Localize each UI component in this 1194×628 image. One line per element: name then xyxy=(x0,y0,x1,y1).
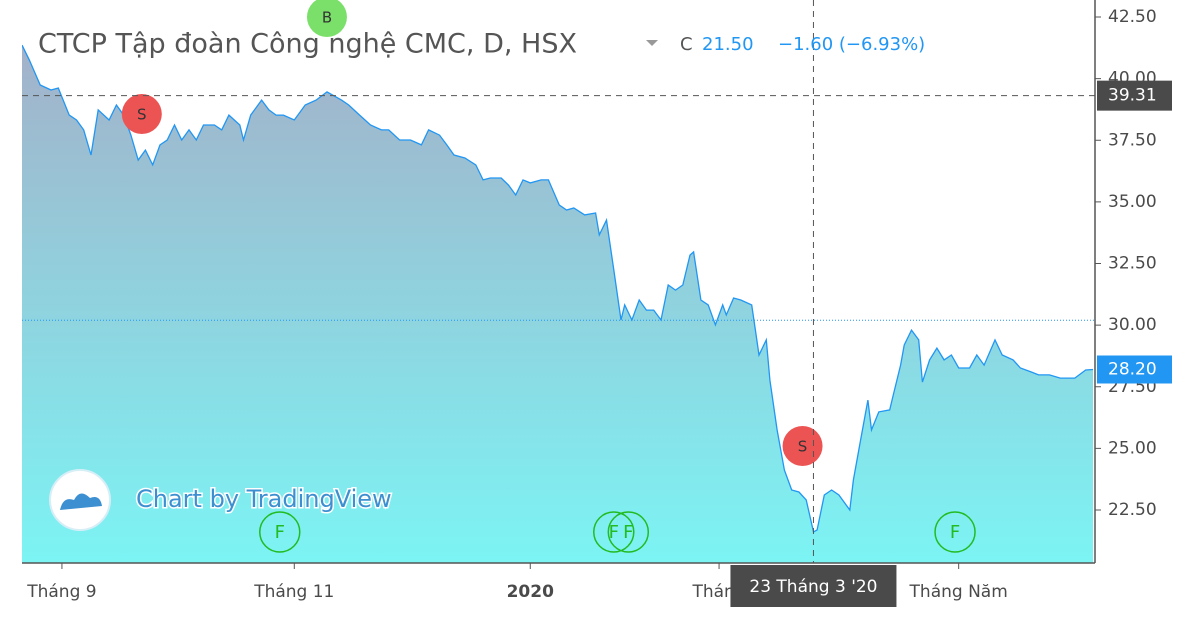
y-tick-label: 25.00 xyxy=(1108,438,1157,458)
event-marker xyxy=(607,511,650,553)
price-line xyxy=(22,44,1094,533)
x-tick-label: 2020 xyxy=(507,582,554,602)
y-tick-label: 22.50 xyxy=(1108,500,1157,520)
y-tick-label: 32.50 xyxy=(1108,254,1157,274)
event-label: S xyxy=(798,438,808,456)
x-tick-label: Tháng 9 xyxy=(26,582,96,602)
event-label: F xyxy=(275,522,285,543)
watermark: Chart by TradingView xyxy=(49,469,394,531)
event-label: B xyxy=(322,9,332,27)
plot-area xyxy=(22,44,1095,563)
close-value: 21.50 xyxy=(702,34,754,55)
crosshair-y-label: 39.31 xyxy=(1108,86,1157,106)
watermark-text[interactable]: Chart by TradingView xyxy=(135,484,394,515)
event-marker xyxy=(121,93,162,134)
event-marker xyxy=(782,426,823,467)
crosshair-x-label: 23 Tháng 3 '20 xyxy=(749,577,877,597)
area xyxy=(22,45,1093,563)
event-marker xyxy=(934,511,976,553)
watermark-cloud xyxy=(60,493,102,510)
x-tick-label: Tháng Năm xyxy=(909,582,1008,602)
event-label: F xyxy=(623,522,633,543)
y-tick-label: 37.50 xyxy=(1108,130,1157,150)
change-value: −1.60 (−6.93%) xyxy=(778,34,925,55)
legend: CTCP Tập đoàn Công nghệ CMC, D, HSX C 21… xyxy=(38,29,925,60)
event-marker xyxy=(593,511,635,553)
event-label: F xyxy=(950,522,960,543)
crosshair-x-label-bg xyxy=(730,565,897,607)
x-tick-label: Tháng 11 xyxy=(253,582,334,602)
event-marker xyxy=(306,0,347,37)
y-tick-label: 30.00 xyxy=(1108,315,1157,335)
dropdown-icon[interactable] xyxy=(646,40,658,46)
close-label: C xyxy=(680,34,693,55)
axes: 22.5025.0027.5030.0032.5035.0037.5040.00… xyxy=(26,7,1156,602)
event-label: S xyxy=(137,105,147,123)
crosshair-y-label-bg xyxy=(1097,80,1172,111)
event-marker xyxy=(259,511,301,553)
y-tick-label: 35.00 xyxy=(1108,192,1157,212)
last-price-bg xyxy=(1097,355,1172,384)
y-tick-label: 42.50 xyxy=(1108,7,1157,27)
event-label: F xyxy=(609,522,619,543)
last-price-label: 28.20 xyxy=(1108,359,1157,379)
chart-title: CTCP Tập đoàn Công nghệ CMC, D, HSX xyxy=(38,29,577,60)
